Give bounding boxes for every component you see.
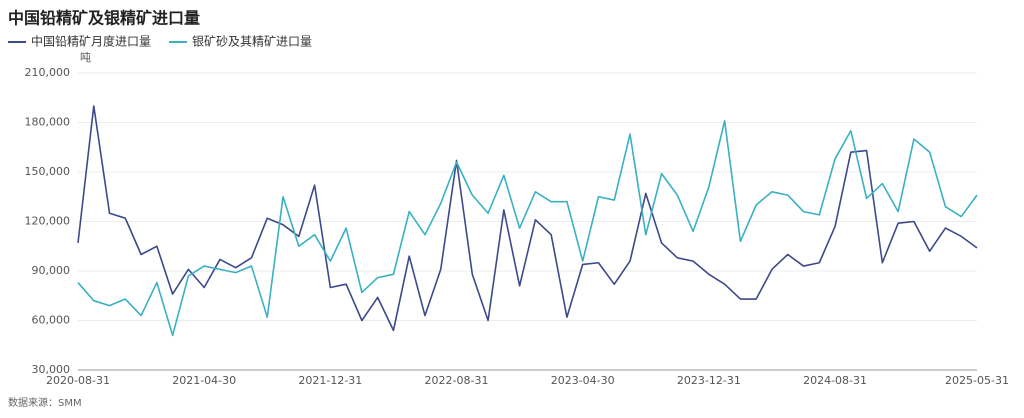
x-tick-label: 2024-08-31 (803, 374, 867, 387)
y-tick-label: 150,000 (25, 165, 71, 178)
x-tick-label: 2023-04-30 (551, 374, 615, 387)
y-tick-label: 210,000 (25, 66, 71, 79)
x-tick-label: 2023-12-31 (677, 374, 741, 387)
y-tick-label: 120,000 (25, 215, 71, 228)
y-tick-label: 180,000 (25, 116, 71, 129)
y-tick-label: 60,000 (32, 314, 71, 327)
x-tick-label: 2025-05-31 (945, 374, 1009, 387)
x-tick-label: 2021-04-30 (172, 374, 236, 387)
legend-label: 银矿砂及其精矿进口量 (192, 35, 312, 49)
y-tick-label: 30,000 (32, 363, 71, 376)
source: 数据来源：SMM (8, 396, 82, 409)
x-tick-label: 2020-08-31 (46, 374, 110, 387)
series-line (77, 120, 978, 337)
legend-label: 中国铅精矿月度进口量 (31, 34, 151, 49)
y-tick-label: 90,000 (32, 264, 71, 277)
x-tick-label: 2022-08-31 (425, 374, 489, 387)
y-unit: 吨 (80, 51, 91, 64)
series-line (77, 105, 978, 332)
chart-title: 中国铅精矿及银精矿进口量 (8, 9, 200, 28)
x-tick-label: 2021-12-31 (298, 374, 362, 387)
